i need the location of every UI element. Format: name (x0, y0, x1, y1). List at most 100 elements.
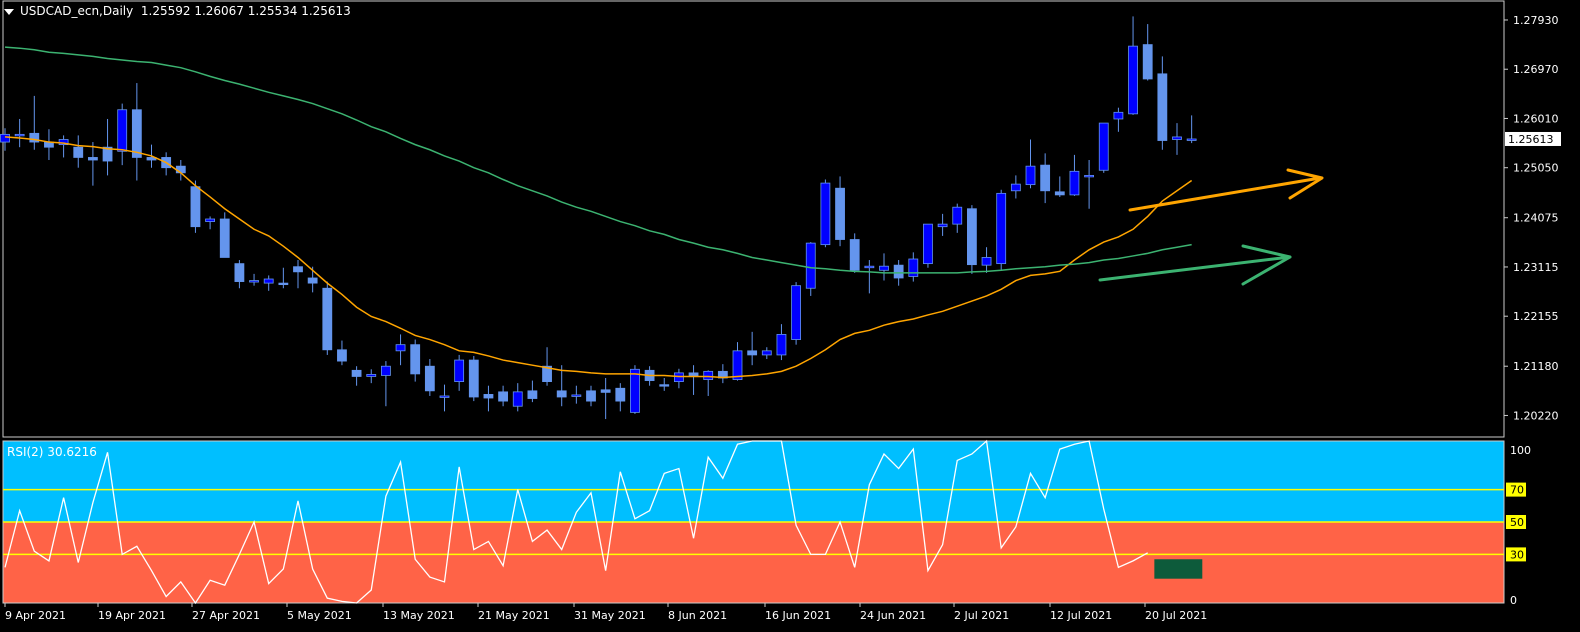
candle-body (835, 187, 845, 240)
trend-arrows (1098, 168, 1324, 286)
candle-body (879, 265, 889, 271)
candle-body (249, 280, 259, 283)
x-tick-label: 2 Jul 2021 (954, 609, 1009, 622)
chevron-down-icon[interactable] (4, 8, 14, 15)
last-price-box (1505, 131, 1561, 146)
candle-body (263, 278, 274, 284)
x-tick-label: 21 May 2021 (478, 609, 550, 622)
orange-arrow-head (1286, 168, 1324, 200)
candle-body (14, 133, 25, 137)
candle-body (952, 206, 963, 225)
ohlc-label: 1.25592 1.26067 1.25534 1.25613 (140, 4, 351, 18)
candle-body (424, 365, 435, 392)
x-tick-label: 24 Jun 2021 (860, 609, 926, 622)
candle-body (981, 257, 992, 266)
candle-body (468, 359, 479, 398)
candle-body (219, 218, 230, 258)
candle-body (849, 239, 860, 271)
candle-body (131, 109, 142, 158)
candle-body (88, 157, 98, 161)
green-arrow-shaft (1098, 255, 1292, 282)
y-tick-label: 1.26010 (1513, 112, 1559, 125)
candle-body (512, 391, 523, 407)
candle-body (791, 285, 801, 340)
candle-body (307, 277, 318, 284)
candle-body (1186, 138, 1197, 141)
candle-body (278, 282, 289, 286)
candle-body (923, 223, 933, 265)
candle-body (190, 186, 201, 228)
candle-body (615, 387, 626, 402)
candle-body (1069, 170, 1080, 196)
y-tick-label: 1.25050 (1513, 162, 1559, 175)
candle-body (337, 349, 347, 362)
candle-body (234, 263, 245, 282)
y-tick-label: 1.26970 (1513, 63, 1559, 76)
rsi-highlight-box (1154, 559, 1203, 579)
candle-body (410, 344, 421, 375)
candle-body (761, 350, 772, 356)
candle-body (498, 391, 509, 402)
x-tick-label: 5 May 2021 (287, 609, 352, 622)
orange-arrow-shaft (1128, 176, 1322, 212)
candle-body (893, 264, 904, 279)
candle-body (820, 182, 831, 246)
candle-body (996, 192, 1007, 265)
price-panel (0, 0, 1505, 438)
x-tick-label: 16 Jun 2021 (765, 609, 831, 622)
candle-body (1142, 44, 1153, 80)
candle-body (73, 146, 84, 158)
rsi-panel (2, 439, 1505, 605)
rsi-level-label: 50 (1510, 516, 1524, 529)
y-tick-label: 1.20220 (1513, 409, 1559, 422)
y-tick-label: 1.23115 (1513, 261, 1559, 274)
x-tick-label: 9 Apr 2021 (5, 609, 66, 622)
candle-body (776, 334, 787, 356)
candle-body (542, 365, 552, 383)
rsi-lower-band (3, 522, 1504, 603)
rsi-level-label: 0 (1510, 594, 1517, 607)
candle-body (351, 369, 362, 377)
candle-body (674, 372, 684, 383)
candle-body (454, 359, 465, 383)
candle-body (395, 344, 406, 352)
x-tick-label: 31 May 2021 (574, 609, 646, 622)
candle-body (1054, 191, 1065, 196)
candle-body (556, 390, 567, 398)
y-tick-label: 1.24075 (1513, 212, 1559, 225)
rsi-level-box (1506, 547, 1526, 562)
candle-body (805, 242, 816, 289)
rsi-upper-band (3, 441, 1504, 522)
candle-body (1025, 165, 1036, 186)
candle-body (293, 266, 303, 273)
rsi-label: RSI(2) 30.6216 (7, 445, 97, 459)
candle-body (527, 390, 538, 399)
candle-body (1084, 174, 1094, 178)
last-price-label: 1.25613 (1508, 133, 1554, 146)
y-tick-label: 1.21180 (1513, 360, 1559, 373)
axes: 1.25613 1.27930 1.26970 1.26010 1.25050 1.240… (4, 14, 1561, 622)
rsi-level-box (1506, 482, 1526, 497)
candle-body (864, 265, 875, 269)
candle-body (1098, 122, 1109, 171)
ma-slow-line (4, 46, 1192, 274)
x-tick-label: 27 Apr 2021 (192, 609, 260, 622)
ma-fast-line (4, 136, 1193, 379)
candle-body (586, 390, 596, 402)
candle-body (659, 384, 670, 387)
y-tick-label: 1.22155 (1513, 310, 1559, 323)
candle-body (322, 287, 333, 351)
candle-body (747, 350, 758, 356)
candle-body (1157, 73, 1168, 141)
green-arrow-head (1241, 244, 1292, 286)
candle-body (1040, 164, 1051, 192)
price-frame (2, 0, 1505, 438)
rsi-level-label: 30 (1510, 548, 1524, 561)
candle-body (483, 394, 494, 399)
candle-body (908, 258, 919, 277)
candle-body (117, 109, 128, 152)
candle-body (366, 374, 377, 377)
symbol-label: USDCAD_ecn,Daily (20, 4, 134, 18)
candle-body (0, 133, 10, 143)
